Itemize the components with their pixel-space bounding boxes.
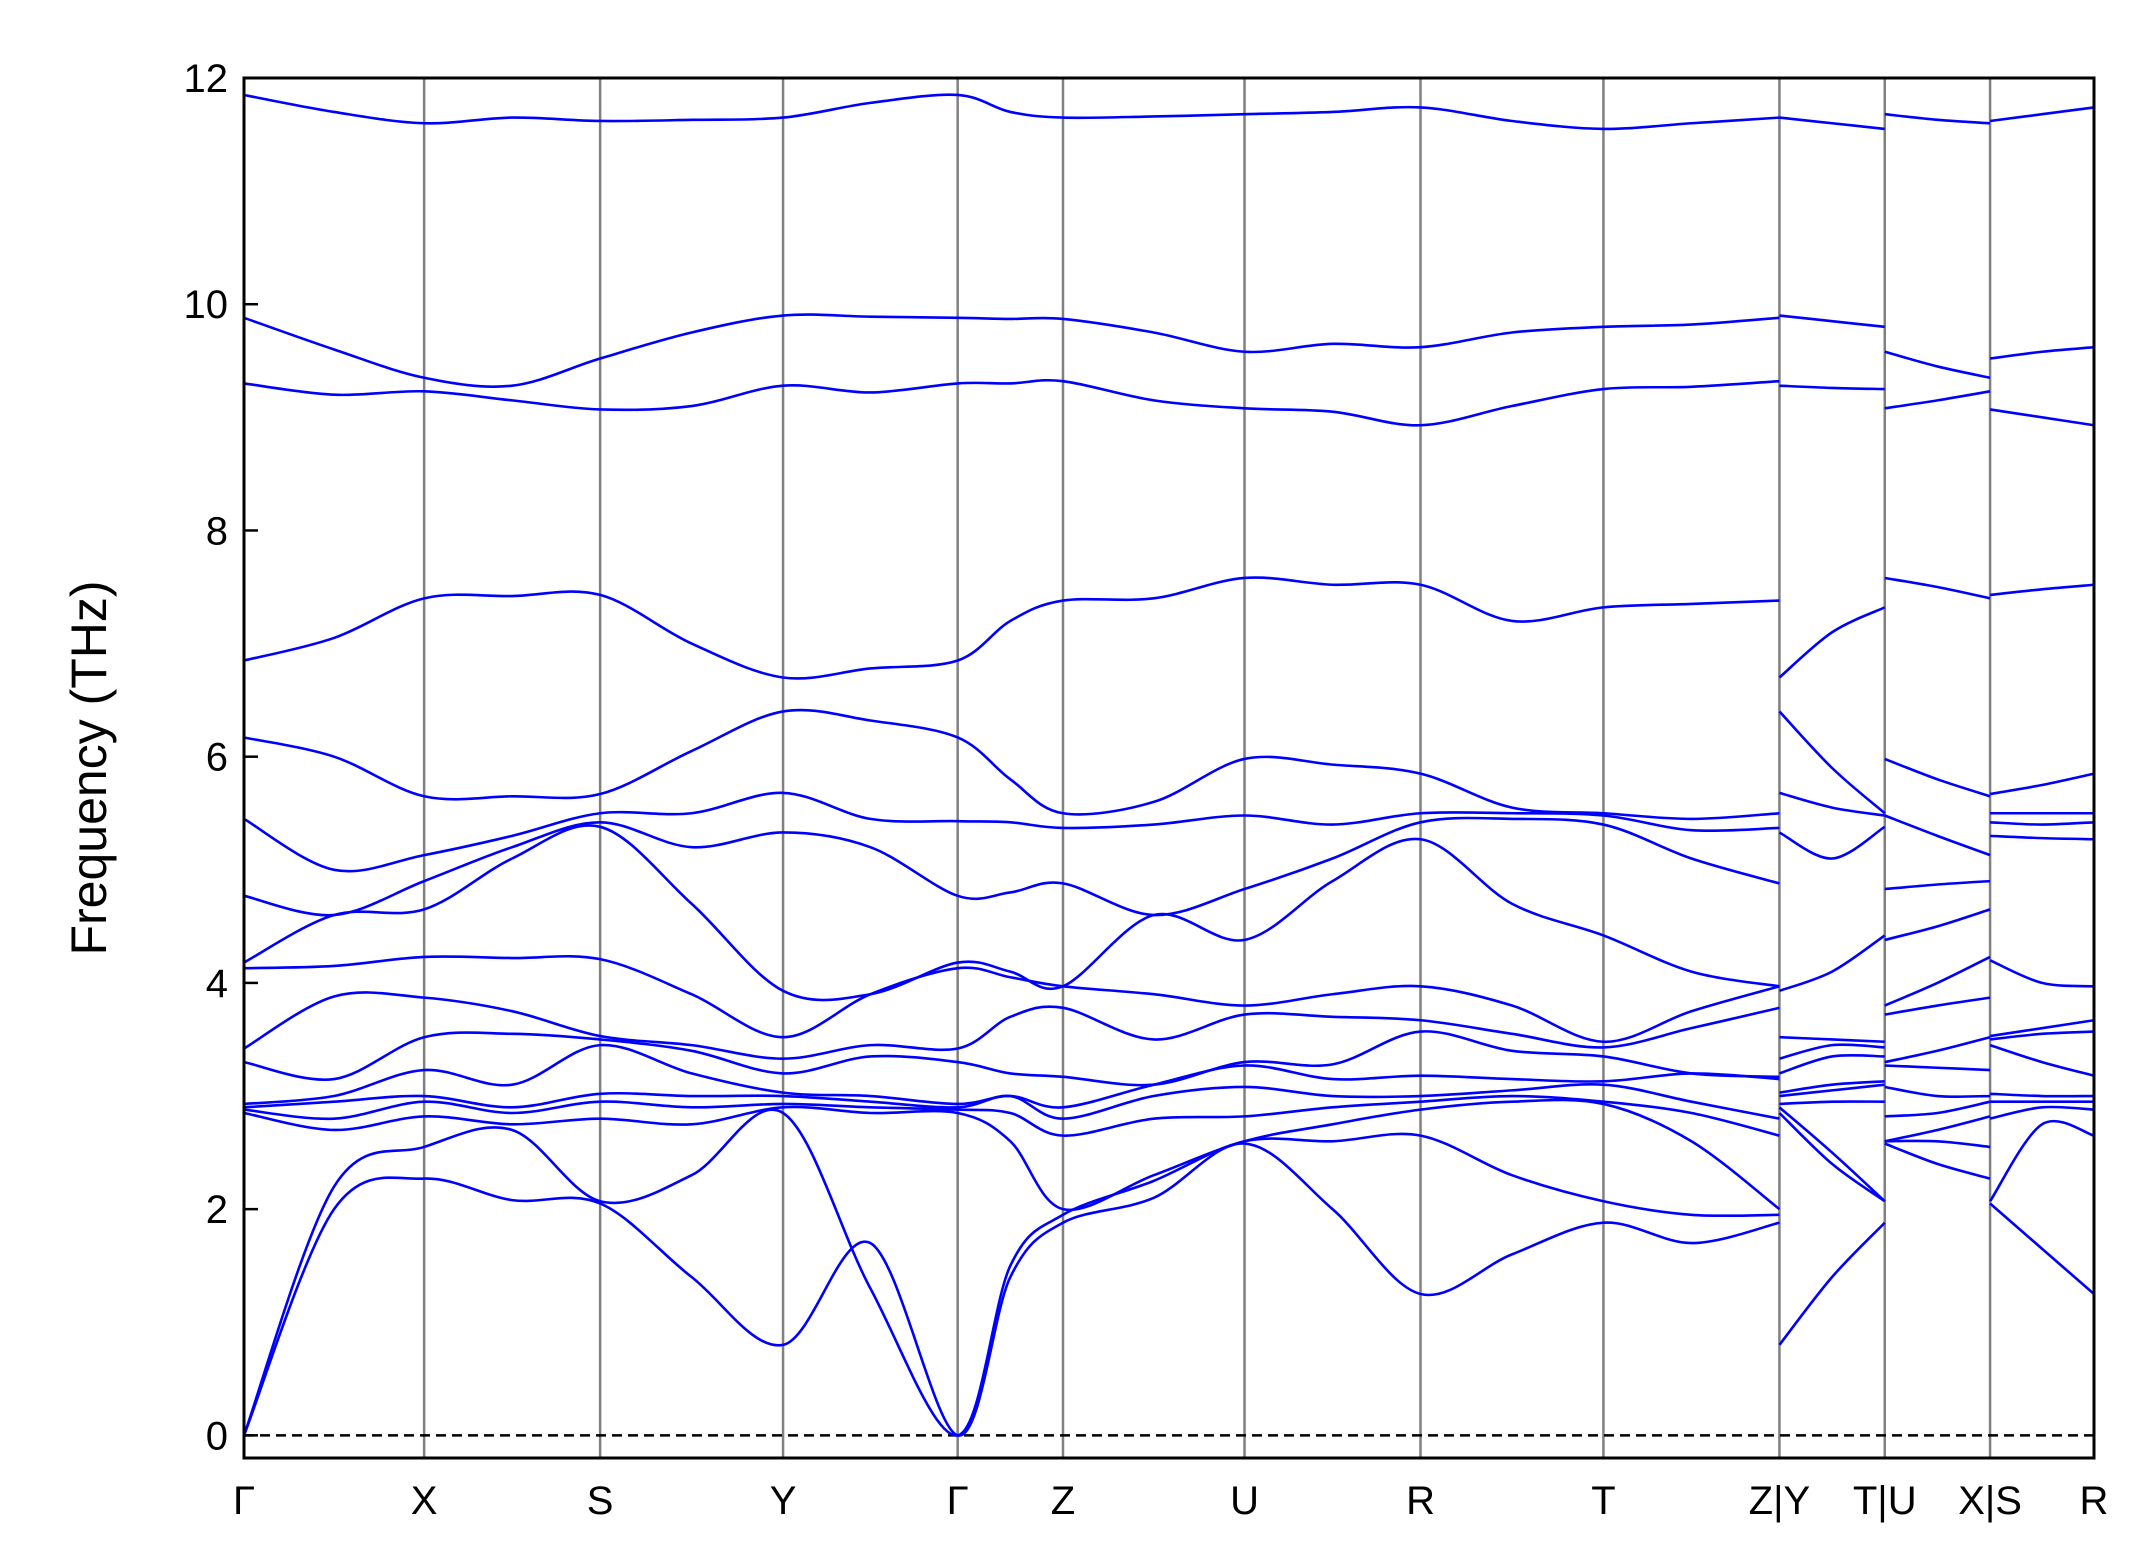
- x-tick-label: R: [1406, 1479, 1435, 1523]
- x-tick-label: Γ: [233, 1479, 255, 1523]
- y-tick-label: 8: [206, 509, 228, 553]
- x-tick-label: U: [1230, 1479, 1259, 1523]
- band-line: [243, 378, 2095, 427]
- band-line: [243, 816, 2095, 917]
- x-tick-label: S: [587, 1479, 614, 1523]
- y-axis-label: Frequency (THz): [61, 580, 117, 955]
- band-line: [243, 313, 2095, 388]
- band-line: [243, 1043, 2095, 1109]
- y-tick-label: 6: [206, 736, 228, 780]
- x-tick-label: X: [411, 1479, 438, 1523]
- band-line: [243, 1083, 2095, 1120]
- x-tick-label: Z|Y: [1749, 1479, 1811, 1523]
- plot-frame: [242, 76, 2096, 1460]
- x-tick-label: Y: [770, 1479, 797, 1523]
- band-line: [243, 1098, 2095, 1212]
- band-line: [243, 576, 2095, 680]
- band-line: [242, 1142, 2095, 1437]
- x-tick-label: X|S: [1958, 1479, 2022, 1523]
- band-line: [243, 954, 2095, 1044]
- x-tick-label: R: [2080, 1479, 2109, 1523]
- band-line: [243, 1030, 2095, 1087]
- x-tick-label: Γ: [947, 1479, 969, 1523]
- x-tick-label: Z: [1051, 1479, 1075, 1523]
- band-line: [243, 1094, 2094, 1137]
- y-tick-label: 0: [206, 1414, 228, 1458]
- band-line: [243, 791, 2094, 873]
- band-line: [242, 1108, 2095, 1437]
- y-tick-label: 2: [206, 1188, 228, 1232]
- band-line: [243, 824, 2095, 1002]
- y-tick-label: 12: [184, 57, 229, 101]
- band-line: [243, 708, 2095, 821]
- band-line: [243, 93, 2095, 131]
- y-tick-label: 10: [184, 283, 229, 327]
- x-tick-label: T|U: [1853, 1479, 1917, 1523]
- y-tick-label: 4: [206, 962, 228, 1006]
- x-tick-label: T: [1591, 1479, 1615, 1523]
- band-line: [243, 991, 2095, 1060]
